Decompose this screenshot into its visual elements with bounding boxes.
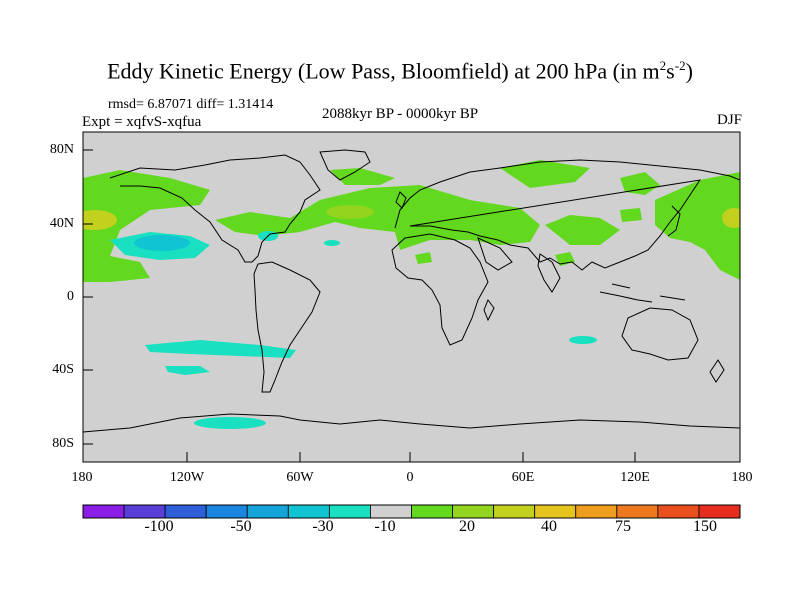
colorbar-box [82, 504, 125, 519]
coast-australia [621, 307, 699, 361]
lat-label-80n: 80N [49, 142, 74, 157]
lat-label-80s: 80S [52, 436, 74, 451]
coast-new-zealand [709, 359, 725, 383]
colorbar-box [370, 504, 412, 519]
colorbar-box [493, 504, 536, 519]
anomaly-negative-south-pacific [145, 340, 296, 358]
lat-label-40n: 40N [49, 216, 74, 231]
colorbar-label-75: 75 [615, 518, 631, 535]
coast-antarctica [83, 413, 740, 433]
lon-label-120e: 120E [620, 470, 650, 485]
lon-label-60w: 60W [286, 470, 314, 485]
colorbar-box [452, 504, 495, 519]
anomaly-positive-central-asia [620, 172, 660, 195]
lon-label-60e: 60E [511, 470, 535, 485]
coast-indonesia [599, 283, 686, 303]
colorbar-label-150: 150 [693, 518, 717, 535]
lon-label-180w: 180 [71, 470, 93, 485]
colorbar-box [205, 504, 248, 519]
anomaly-negative-mid-atlantic [324, 240, 340, 246]
coastlines [83, 149, 740, 433]
colorbar-box [657, 504, 700, 519]
coast-north-america [109, 154, 321, 263]
colorbar-label-20: 20 [459, 518, 475, 535]
lon-label-120w: 120W [169, 470, 205, 485]
anomaly-positive-na-pacific [83, 170, 210, 282]
colorbar-frame [82, 504, 741, 519]
anomaly-positive-east-asia [545, 215, 620, 245]
statistics-text: rmsd= 6.87071 diff= 1.31414 [108, 97, 274, 112]
anomaly-positive-small-2 [415, 252, 432, 264]
anomaly-core-atlantic [326, 205, 374, 219]
anomaly-core-west-pacific [83, 210, 117, 230]
lon-label-0: 0 [406, 470, 414, 485]
colorbar-box [575, 504, 618, 519]
colorbar-label-minus-10: -10 [374, 518, 396, 535]
coast-greenland [319, 149, 371, 181]
experiment-label: Expt = xqfvS-xqfua [82, 114, 202, 130]
anomaly-positive-n-atlantic [330, 168, 395, 185]
coast-uk [395, 191, 407, 209]
lat-label-equator: 0 [67, 289, 74, 304]
colorbar-box [698, 504, 741, 519]
colorbar-box [411, 504, 453, 519]
map-ticks [83, 149, 636, 462]
lon-label-180e: 180 [731, 470, 753, 485]
colorbar-box [287, 504, 330, 519]
anomaly-positive-small-3 [620, 208, 642, 222]
coast-eurasia [394, 159, 740, 271]
coast-madagascar [483, 298, 495, 322]
lat-label-40s: 40S [52, 362, 74, 377]
anomaly-negative-pacific-core [134, 235, 190, 251]
colorbar-label-40: 40 [541, 518, 557, 535]
colorbar-box [164, 504, 207, 519]
colorbar-box [123, 504, 166, 519]
colorbar-label-minus-30: -30 [312, 518, 334, 535]
colorbar-box [246, 504, 289, 519]
figure-title: Eddy Kinetic Energy (Low Pass, Bloomfiel… [107, 58, 693, 84]
colorbar-box [534, 504, 577, 519]
anomaly-negative-south-pacific-2 [165, 366, 210, 375]
coast-arabia [477, 237, 513, 271]
season-label: DJF [716, 112, 742, 128]
anomaly-positive-nw-pacific [655, 172, 740, 280]
colorbar [82, 504, 741, 519]
coast-japan [667, 205, 681, 237]
anomaly-positive-siberia [500, 160, 590, 188]
anomaly-negative-antarctic [194, 417, 266, 429]
colorbar-box [328, 504, 371, 519]
colorbar-label-minus-50: -50 [230, 518, 252, 535]
coast-india [537, 253, 561, 293]
coast-south-america [253, 261, 321, 393]
anomaly-negative-indian-ocean [569, 336, 597, 344]
time-period-label: 2088kyr BP - 0000kyr BP [321, 106, 479, 122]
colorbar-box [616, 504, 659, 519]
anomaly-positive-atlantic [215, 185, 540, 250]
anomaly-core-east-pacific [722, 208, 740, 228]
anomaly-fields [83, 160, 740, 429]
coast-africa [391, 233, 489, 346]
colorbar-label-minus-100: -100 [144, 518, 174, 535]
